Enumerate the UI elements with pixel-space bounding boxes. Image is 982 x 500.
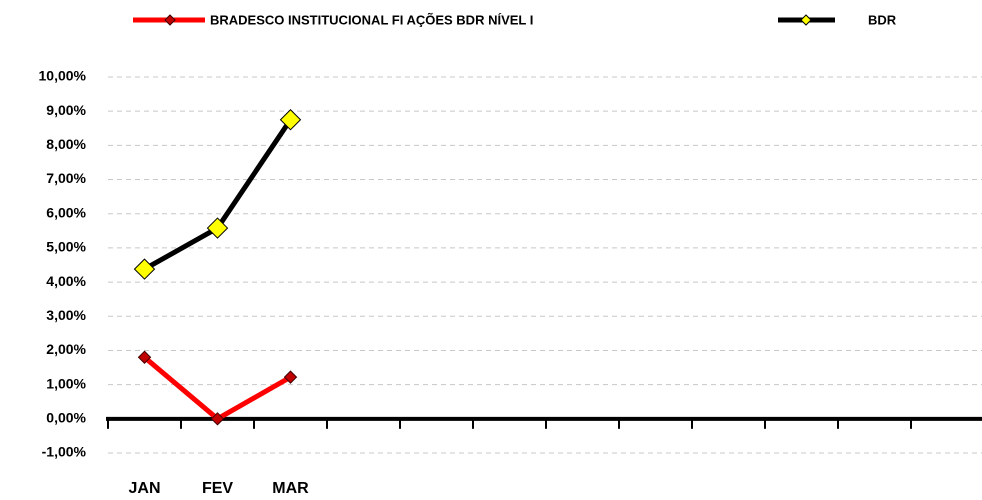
legend-label: BRADESCO INSTITUCIONAL FI AÇÕES BDR NÍVE… xyxy=(210,12,533,27)
x-tick-label: FEV xyxy=(202,480,233,497)
x-tick-label: JAN xyxy=(128,480,160,497)
y-tick-label: 9,00% xyxy=(46,102,86,118)
y-tick-label: 4,00% xyxy=(46,273,86,289)
y-tick-label: 0,00% xyxy=(46,410,86,426)
y-tick-label: 6,00% xyxy=(46,204,86,220)
y-tick-label: 5,00% xyxy=(46,239,86,255)
y-tick-label: 8,00% xyxy=(46,136,86,152)
marker xyxy=(133,258,156,280)
y-tick-label: 1,00% xyxy=(46,375,86,391)
y-tick-label: 3,00% xyxy=(46,307,86,323)
marker xyxy=(283,370,298,384)
marker xyxy=(206,217,229,239)
series-line xyxy=(143,118,293,272)
legend-label: BDR xyxy=(868,12,897,27)
series-line xyxy=(142,355,292,422)
legend-marker xyxy=(164,14,176,26)
y-tick-label: 2,00% xyxy=(46,341,86,357)
legend-marker xyxy=(800,14,812,26)
y-tick-label: 7,00% xyxy=(46,170,86,186)
y-tick-label: 10,00% xyxy=(39,68,87,84)
x-tick-label: MAR xyxy=(272,480,309,497)
marker xyxy=(279,109,302,131)
y-tick-label: -1,00% xyxy=(42,444,87,460)
marker xyxy=(137,350,152,364)
marker xyxy=(210,412,225,426)
